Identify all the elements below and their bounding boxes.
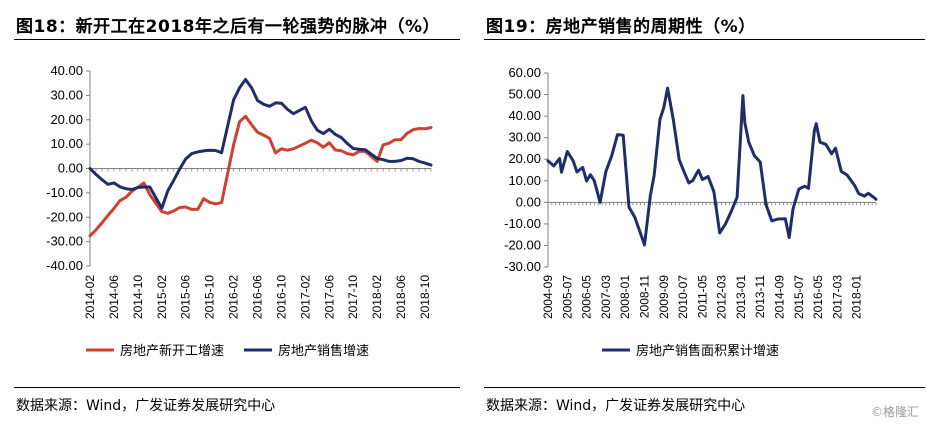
- x-tick-label: 2013-01: [734, 275, 748, 319]
- y-tick-label: 40.00: [50, 63, 83, 78]
- x-tick-label: 2018-02: [370, 275, 384, 319]
- watermark-text: ©格隆汇: [870, 405, 919, 419]
- x-tick-label: 2012-03: [715, 275, 729, 319]
- legend-label: 房地产新开工增速: [120, 343, 224, 358]
- x-tick-label: 2014-09: [773, 275, 787, 319]
- x-tick-label: 2015-07: [792, 275, 806, 319]
- y-tick-label: 30.00: [50, 87, 83, 102]
- y-tick-label: -30.00: [46, 234, 83, 249]
- x-tick-label: 2016-10: [274, 275, 288, 319]
- y-tick-label: 40.00: [508, 108, 541, 123]
- x-tick-label: 2014-02: [83, 275, 97, 319]
- y-tick-label: 30.00: [508, 130, 541, 145]
- x-tick-label: 2017-10: [346, 275, 360, 319]
- chart-title-right: 图19：房地产销售的周期性（%）: [486, 17, 756, 37]
- title-rule-left: [14, 39, 460, 40]
- x-tick-label: 2008-11: [637, 275, 651, 318]
- y-tick-label: 60.00: [508, 65, 541, 80]
- x-tick-label: 2011-05: [695, 275, 709, 318]
- line-chart-right: 60.00 50.00 40.00 30.00 20.00 10.00 0.00 -10.00…: [504, 65, 878, 358]
- y-tick-label: -20.00: [504, 237, 541, 252]
- y-tick-label: -10.00: [46, 185, 83, 200]
- source-rule-right: [484, 387, 925, 388]
- x-tick-label: 2007-03: [599, 275, 613, 319]
- chart-panel-right: 图19：房地产销售的周期性（%） 60.00 50.00 40.00 30.00 20.…: [466, 0, 927, 430]
- x-tick-label: 2017-02: [298, 275, 312, 319]
- x-tick-label: 2016-06: [251, 275, 265, 319]
- y-tick-label: -40.00: [46, 258, 83, 273]
- y-tick-label: 10.00: [508, 173, 541, 188]
- line-chart-left: 40.00 30.00 20.00 10.00 0.00 -10.00 -20.00 -30.…: [46, 63, 433, 358]
- x-tick-label: 2009-09: [657, 275, 671, 319]
- series-line-2: [88, 78, 433, 210]
- chart-title-left: 图18：新开工在2018年之后有一轮强势的脉冲（%）: [16, 17, 441, 37]
- legend-label: 房地产销售面积累计增速: [636, 343, 779, 358]
- y-tick-label: 50.00: [508, 87, 541, 102]
- x-tick-label: 2018-06: [394, 275, 408, 319]
- title-rule-right: [484, 39, 925, 40]
- x-tick-label: 2016-02: [227, 275, 241, 319]
- x-tick-label: 2013-11: [753, 275, 767, 318]
- x-tick-label: 2015-10: [203, 275, 217, 319]
- y-tick-label: -10.00: [504, 216, 541, 231]
- x-tick-label: 2017-06: [322, 275, 336, 319]
- chart-panel-left: 图18：新开工在2018年之后有一轮强势的脉冲（%） 40.00 30.00 20.…: [0, 0, 463, 430]
- x-tick-label: 2008-01: [618, 275, 632, 319]
- x-tick-label: 2004-09: [541, 275, 555, 319]
- y-tick-label: 0.00: [58, 161, 83, 176]
- x-tick-label: 2005-07: [560, 275, 574, 319]
- y-tick-label: 0.00: [516, 194, 541, 209]
- x-tick-label: 2018-01: [850, 275, 864, 319]
- x-tick-label: 2015-06: [179, 275, 193, 319]
- y-tick-label: 10.00: [50, 136, 83, 151]
- source-rule-left: [14, 387, 460, 388]
- y-tick-label: 20.00: [508, 151, 541, 166]
- x-tick-label: 2017-03: [830, 275, 844, 319]
- x-tick-label: 2014-06: [107, 275, 121, 319]
- y-tick-label: -20.00: [46, 209, 83, 224]
- legend-label: 房地产销售增速: [278, 343, 369, 358]
- x-tick-label: 2010-07: [676, 275, 690, 319]
- source-note-left: 数据来源：Wind，广发证券发展研究中心: [16, 398, 276, 414]
- series-line-3: [546, 86, 878, 247]
- y-tick-label: 20.00: [50, 112, 83, 127]
- x-tick-label: 2006-05: [580, 275, 594, 319]
- x-tick-label: 2015-02: [155, 275, 169, 319]
- series-line-1: [88, 114, 433, 238]
- x-tick-label: 2014-10: [131, 275, 145, 319]
- x-tick-label: 2016-05: [811, 275, 825, 319]
- x-tick-label: 2018-10: [418, 275, 432, 319]
- source-note-right: 数据来源：Wind，广发证券发展研究中心: [486, 398, 746, 414]
- y-tick-label: -30.00: [504, 259, 541, 274]
